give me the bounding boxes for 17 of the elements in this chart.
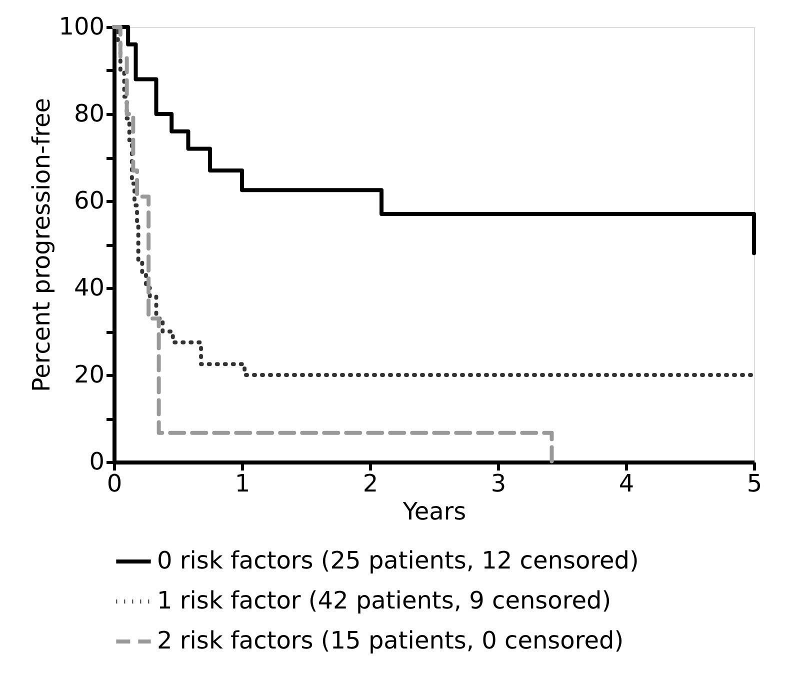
legend-label: 2 risk factors (15 patients, 0 censored) <box>157 626 624 654</box>
x-tick-label: 1 <box>234 470 250 498</box>
y-tick-label: 40 <box>74 274 104 302</box>
y-tick-label: 60 <box>74 186 104 214</box>
x-tick-label: 4 <box>618 470 634 498</box>
x-tick-label: 5 <box>746 470 762 498</box>
y-tick-label: 0 <box>89 448 104 476</box>
legend-label: 1 risk factor (42 patients, 9 censored) <box>157 586 612 614</box>
legend-label: 0 risk factors (25 patients, 12 censored) <box>157 546 639 574</box>
y-tick-label: 100 <box>58 12 104 40</box>
y-tick-label: 20 <box>74 360 104 388</box>
x-tick-label: 3 <box>490 470 506 498</box>
x-axis-title: Years <box>402 498 466 526</box>
x-tick-label: 2 <box>362 470 378 498</box>
y-axis-title: Percent progression-free <box>28 98 56 392</box>
x-tick-label: 0 <box>106 470 122 498</box>
y-tick-label: 80 <box>74 100 104 128</box>
